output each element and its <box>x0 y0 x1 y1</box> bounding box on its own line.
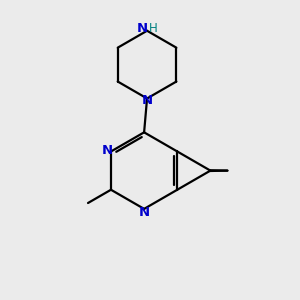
Text: N: N <box>139 206 150 219</box>
Text: H: H <box>149 22 158 35</box>
Text: N: N <box>102 143 113 157</box>
Text: N: N <box>137 22 148 35</box>
Text: N: N <box>142 94 153 107</box>
